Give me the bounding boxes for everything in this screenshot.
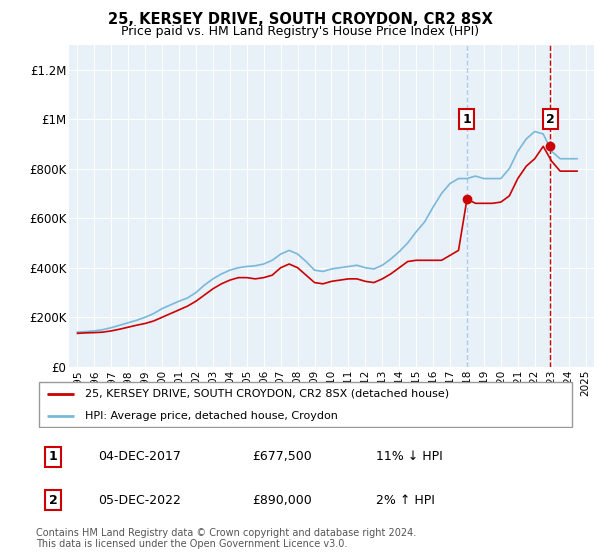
Text: 04-DEC-2017: 04-DEC-2017 xyxy=(98,450,181,463)
Text: £677,500: £677,500 xyxy=(252,450,312,463)
Text: 2: 2 xyxy=(546,113,554,125)
Text: 25, KERSEY DRIVE, SOUTH CROYDON, CR2 8SX (detached house): 25, KERSEY DRIVE, SOUTH CROYDON, CR2 8SX… xyxy=(85,389,449,399)
Text: 11% ↓ HPI: 11% ↓ HPI xyxy=(376,450,443,463)
Text: 25, KERSEY DRIVE, SOUTH CROYDON, CR2 8SX: 25, KERSEY DRIVE, SOUTH CROYDON, CR2 8SX xyxy=(107,12,493,27)
Text: Price paid vs. HM Land Registry's House Price Index (HPI): Price paid vs. HM Land Registry's House … xyxy=(121,25,479,38)
Text: HPI: Average price, detached house, Croydon: HPI: Average price, detached house, Croy… xyxy=(85,410,337,421)
Text: Contains HM Land Registry data © Crown copyright and database right 2024.
This d: Contains HM Land Registry data © Crown c… xyxy=(36,528,416,549)
Text: 1: 1 xyxy=(463,113,472,125)
Text: £890,000: £890,000 xyxy=(252,494,312,507)
Text: 2: 2 xyxy=(49,494,58,507)
Text: 2% ↑ HPI: 2% ↑ HPI xyxy=(376,494,435,507)
FancyBboxPatch shape xyxy=(39,382,572,427)
Text: 1: 1 xyxy=(49,450,58,463)
Text: 05-DEC-2022: 05-DEC-2022 xyxy=(98,494,181,507)
